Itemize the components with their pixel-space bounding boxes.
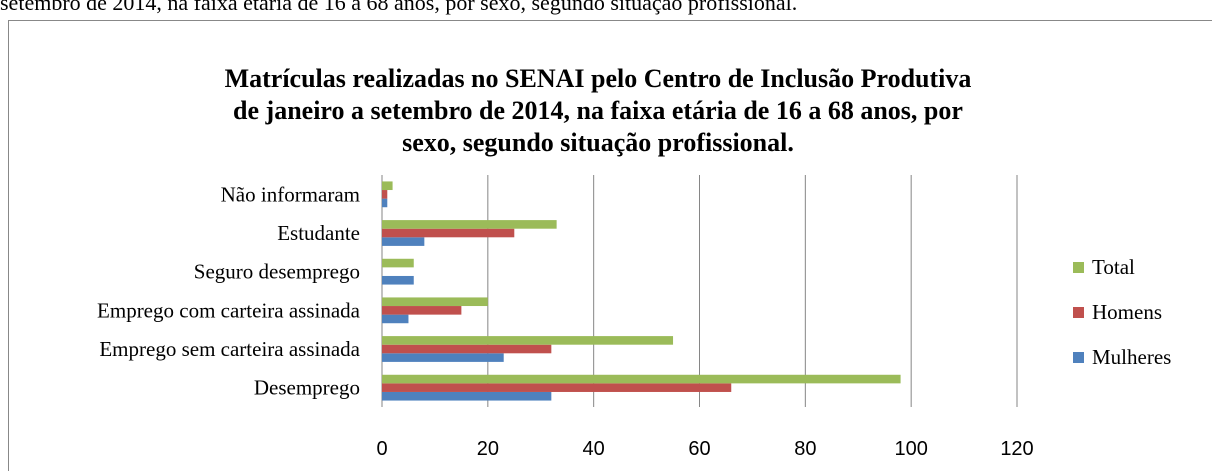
y-tick-label: Estudante	[277, 221, 360, 245]
bar	[382, 228, 515, 238]
legend-swatch	[1073, 352, 1084, 363]
bar	[382, 336, 674, 345]
legend-label: Mulheres	[1092, 345, 1171, 369]
bar	[382, 258, 414, 268]
bar	[382, 190, 388, 199]
chart-frame	[8, 20, 1212, 471]
bar	[382, 220, 557, 229]
bar	[382, 198, 388, 208]
x-tick-label: 40	[583, 438, 605, 460]
bar	[382, 383, 732, 392]
chart-title: sexo, segundo situação profissional.	[402, 128, 794, 157]
y-tick-label: Seguro desemprego	[194, 260, 360, 284]
bar	[382, 306, 462, 315]
y-tick-label: Desemprego	[254, 376, 360, 400]
bar	[382, 353, 504, 362]
y-tick-label: Emprego com carteira assinada	[97, 298, 361, 322]
chart-title: Matrículas realizadas no SENAI pelo Cent…	[225, 64, 972, 93]
bar	[382, 344, 552, 354]
bar	[382, 391, 552, 401]
bar	[382, 181, 393, 191]
bar	[382, 297, 488, 307]
x-tick-label: 100	[894, 438, 927, 460]
y-tick-label: Emprego sem carteira assinada	[99, 337, 360, 361]
legend-swatch	[1073, 262, 1084, 273]
caption: setembro de 2014, na faixa etária de 16 …	[0, 0, 797, 15]
legend-label: Homens	[1092, 300, 1162, 324]
legend-label: Total	[1092, 255, 1135, 279]
bar	[382, 275, 414, 285]
bar	[382, 374, 901, 384]
x-tick-label: 120	[1000, 438, 1033, 460]
legend-swatch	[1073, 307, 1084, 318]
chart-title: de janeiro a setembro de 2014, na faixa …	[233, 96, 963, 125]
x-tick-label: 80	[794, 438, 816, 460]
y-tick-label: Não informaram	[221, 182, 360, 206]
bar	[382, 314, 409, 324]
x-tick-label: 20	[477, 438, 499, 460]
x-tick-label: 60	[688, 438, 710, 460]
bar	[382, 237, 425, 246]
x-tick-label: 0	[376, 438, 387, 460]
